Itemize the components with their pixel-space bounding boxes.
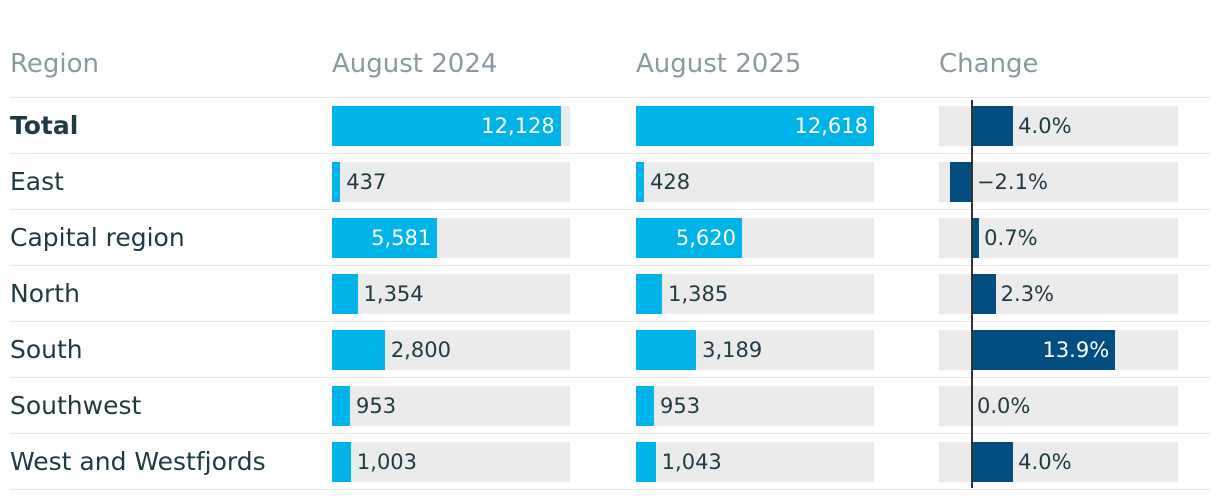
aug2025-value-label: 953 — [659, 394, 701, 418]
change-track: 2.3% — [939, 274, 1178, 314]
aug2024-bar — [332, 330, 385, 370]
aug2025-track: 953 — [636, 386, 874, 426]
aug2024-value-label: 12,128 — [481, 114, 555, 138]
aug2025-value-label: 12,618 — [794, 114, 868, 138]
change-track: −2.1% — [939, 162, 1178, 202]
aug2025-bar — [636, 386, 654, 426]
region-label: Capital region — [10, 223, 185, 252]
change-value-label: 4.0% — [1018, 450, 1072, 474]
aug2024-track: 1,003 — [332, 442, 570, 482]
change-track: 13.9% — [939, 330, 1178, 370]
change-bar — [971, 274, 996, 314]
aug2024-value-label: 437 — [346, 170, 387, 194]
aug2025-bar — [636, 106, 874, 146]
aug2024-track: 5,581 — [332, 218, 570, 258]
row-divider — [10, 489, 1210, 490]
change-value-label: 0.7% — [984, 226, 1038, 250]
row-divider — [10, 209, 1210, 210]
header-august-2024: August 2024 — [332, 49, 498, 79]
aug2025-bar — [636, 442, 656, 482]
aug2025-bar — [636, 330, 697, 370]
aug2025-track: 3,189 — [636, 330, 874, 370]
aug2024-bar — [332, 386, 350, 426]
row-divider — [10, 377, 1210, 378]
change-track: 4.0% — [939, 442, 1178, 482]
aug2024-value-label: 1,354 — [363, 282, 424, 306]
aug2025-value-label: 1,385 — [668, 282, 729, 306]
change-track: 0.7% — [939, 218, 1178, 258]
change-zero-axis — [970, 100, 973, 488]
region-label: East — [10, 167, 64, 196]
row-divider — [10, 321, 1210, 322]
aug2024-bar — [332, 106, 561, 146]
aug2024-track: 2,800 — [332, 330, 570, 370]
change-value-label: 2.3% — [1000, 282, 1055, 306]
aug2025-track: 1,385 — [636, 274, 874, 314]
aug2024-value-label: 2,800 — [390, 338, 451, 362]
aug2024-track: 12,128 — [332, 106, 570, 146]
change-value-label: 0.0% — [976, 394, 1031, 418]
aug2025-bar — [636, 274, 663, 314]
change-value-label: −2.1% — [976, 170, 1048, 194]
header-region: Region — [10, 49, 100, 79]
change-track: 4.0% — [939, 106, 1178, 146]
region-label: Total — [10, 111, 79, 140]
aug2025-value-label: 5,620 — [675, 226, 737, 250]
change-bar — [971, 442, 1014, 482]
change-value-label: 4.0% — [1018, 114, 1072, 138]
region-label: Southwest — [10, 391, 142, 420]
change-bar — [971, 218, 980, 258]
aug2025-track: 1,043 — [636, 442, 874, 482]
header-change: Change — [939, 49, 1039, 79]
aug2024-bar — [332, 274, 358, 314]
change-bar — [950, 162, 972, 202]
change-bar — [971, 106, 1014, 146]
row-divider — [10, 153, 1210, 154]
aug2025-value-label: 1,043 — [661, 450, 722, 474]
change-value-label: 13.9% — [1042, 338, 1110, 362]
change-track: 0.0% — [939, 386, 1178, 426]
aug2024-bar — [332, 162, 341, 202]
region-label: North — [10, 279, 80, 308]
change-bar — [971, 330, 1116, 370]
aug2025-value-label: 428 — [650, 170, 691, 194]
aug2025-bar — [636, 218, 742, 258]
aug2024-track: 1,354 — [332, 274, 570, 314]
row-divider — [10, 265, 1210, 266]
aug2024-value-label: 1,003 — [356, 450, 418, 474]
aug2024-value-label: 5,581 — [371, 226, 432, 250]
row-divider — [10, 433, 1210, 434]
aug2024-bar — [332, 442, 351, 482]
region-label: South — [10, 335, 83, 364]
aug2024-track: 437 — [332, 162, 570, 202]
header-divider — [10, 97, 1210, 98]
aug2025-value-label: 3,189 — [702, 338, 763, 362]
aug2024-bar — [332, 218, 438, 258]
aug2025-track: 5,620 — [636, 218, 874, 258]
header-august-2025: August 2025 — [636, 49, 802, 79]
aug2025-track: 428 — [636, 162, 874, 202]
aug2025-bar — [636, 162, 645, 202]
aug2024-value-label: 953 — [355, 394, 397, 418]
region-label: West and Westfjords — [10, 447, 266, 476]
aug2024-track: 953 — [332, 386, 570, 426]
aug2025-track: 12,618 — [636, 106, 874, 146]
